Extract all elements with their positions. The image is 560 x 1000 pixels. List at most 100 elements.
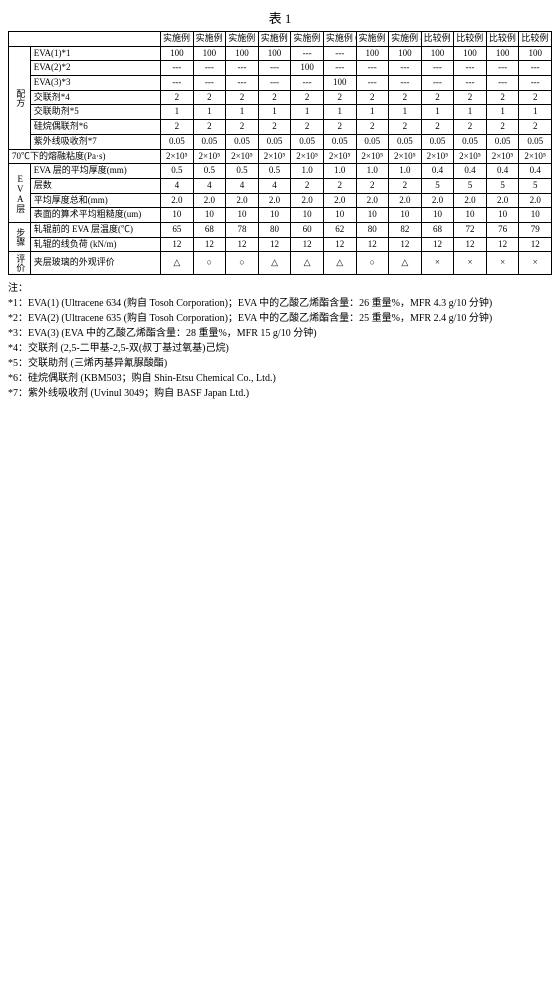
- cell: 1.0: [291, 164, 324, 179]
- cell: ---: [323, 61, 356, 76]
- cell: 2×10⁵: [258, 149, 291, 164]
- row-label: 交联助剂*5: [30, 105, 160, 120]
- cell: 2: [389, 120, 422, 135]
- cell: 10: [291, 208, 324, 223]
- cell: 2: [519, 120, 552, 135]
- group-label-evalayer: EVA层: [9, 164, 31, 223]
- col-header: 比较例 4: [519, 32, 552, 47]
- table-row: EVA层 EVA 层的平均厚度(mm) 0.50.50.50.51.01.01.…: [9, 164, 552, 179]
- cell: 2×10⁵: [193, 149, 226, 164]
- note-line: *3：EVA(3) (EVA 中的乙酸乙烯酯含量：28 重量%，MFR 15 g…: [8, 326, 552, 341]
- row-label: EVA(2)*2: [30, 61, 160, 76]
- cell: 2: [258, 120, 291, 135]
- cell: 79: [519, 222, 552, 237]
- cell: 4: [226, 178, 259, 193]
- cell: 100: [291, 61, 324, 76]
- col-header: 实施例 7: [356, 32, 389, 47]
- col-header: 比较例 2: [454, 32, 487, 47]
- cell: ---: [193, 61, 226, 76]
- col-header: 实施例 2: [193, 32, 226, 47]
- cell: 10: [389, 208, 422, 223]
- cell: 2: [454, 120, 487, 135]
- cell: 2×10⁵: [291, 149, 324, 164]
- col-header: 实施例 1: [161, 32, 194, 47]
- cell: 10: [323, 208, 356, 223]
- cell: 0.5: [226, 164, 259, 179]
- cell: 2.0: [356, 193, 389, 208]
- cell: 2: [486, 120, 519, 135]
- cell: 2: [389, 90, 422, 105]
- cell: 0.4: [454, 164, 487, 179]
- cell: 0.05: [421, 134, 454, 149]
- cell: 60: [291, 222, 324, 237]
- row-label: EVA 层的平均厚度(mm): [30, 164, 160, 179]
- table-row: 层数 444422225555: [9, 178, 552, 193]
- cell: 0.05: [193, 134, 226, 149]
- cell: 100: [226, 46, 259, 61]
- col-header: 比较例 3: [486, 32, 519, 47]
- cell: 2: [421, 90, 454, 105]
- table-title: 表 1: [8, 8, 552, 27]
- cell: △: [323, 252, 356, 275]
- cell: ---: [421, 61, 454, 76]
- cell: 5: [486, 178, 519, 193]
- cell: 100: [258, 46, 291, 61]
- cell: 12: [356, 237, 389, 252]
- cell: 2.0: [454, 193, 487, 208]
- cell: 65: [161, 222, 194, 237]
- note-line: *4：交联剂 (2,5-二甲基-2,5-双(叔丁基过氧基)己烷): [8, 341, 552, 356]
- cell: 78: [226, 222, 259, 237]
- cell: ×: [519, 252, 552, 275]
- note-line: 注：: [8, 281, 552, 296]
- row-label: 层数: [30, 178, 160, 193]
- cell: 1: [226, 105, 259, 120]
- cell: 10: [421, 208, 454, 223]
- cell: 5: [519, 178, 552, 193]
- cell: 2: [356, 90, 389, 105]
- table-row: 硅烷偶联剂*6 222222222222: [9, 120, 552, 135]
- cell: 1: [486, 105, 519, 120]
- cell: ---: [161, 61, 194, 76]
- col-header: 实施例 6: [323, 32, 356, 47]
- row-label: 70℃下的熔融粘度(Pa·s): [9, 149, 161, 164]
- cell: 0.4: [421, 164, 454, 179]
- cell: 1.0: [323, 164, 356, 179]
- cell: 4: [193, 178, 226, 193]
- row-label: 夹层玻璃的外观评价: [30, 252, 160, 275]
- cell: 2.0: [389, 193, 422, 208]
- group-label-eval: 评价: [9, 252, 31, 275]
- cell: ---: [389, 76, 422, 91]
- cell: 1: [356, 105, 389, 120]
- cell: ---: [454, 61, 487, 76]
- cell: 1.0: [356, 164, 389, 179]
- cell: 100: [454, 46, 487, 61]
- cell: 12: [421, 237, 454, 252]
- cell: 2: [421, 120, 454, 135]
- row-label: EVA(3)*3: [30, 76, 160, 91]
- cell: ---: [519, 61, 552, 76]
- cell: 2: [389, 178, 422, 193]
- cell: 1: [389, 105, 422, 120]
- cell: 1: [323, 105, 356, 120]
- cell: ---: [389, 61, 422, 76]
- cell: 2: [193, 90, 226, 105]
- row-label: 平均厚度总和(mm): [30, 193, 160, 208]
- cell: 0.4: [519, 164, 552, 179]
- cell: 0.4: [486, 164, 519, 179]
- cell: 12: [519, 237, 552, 252]
- cell: 100: [421, 46, 454, 61]
- cell: 2×10⁵: [486, 149, 519, 164]
- cell: 10: [486, 208, 519, 223]
- cell: 12: [226, 237, 259, 252]
- cell: 12: [258, 237, 291, 252]
- cell: 0.05: [258, 134, 291, 149]
- cell: 2: [291, 90, 324, 105]
- cell: △: [291, 252, 324, 275]
- cell: 1: [258, 105, 291, 120]
- note-line: *6：硅烷偶联剂 (KBM503；购自 Shin-Etsu Chemical C…: [8, 371, 552, 386]
- cell: 1: [193, 105, 226, 120]
- cell: 100: [519, 46, 552, 61]
- cell: 2: [161, 90, 194, 105]
- note-line: *7：紫外线吸收剂 (Uvinul 3049；购自 BASF Japan Ltd…: [8, 386, 552, 401]
- cell: 2.0: [193, 193, 226, 208]
